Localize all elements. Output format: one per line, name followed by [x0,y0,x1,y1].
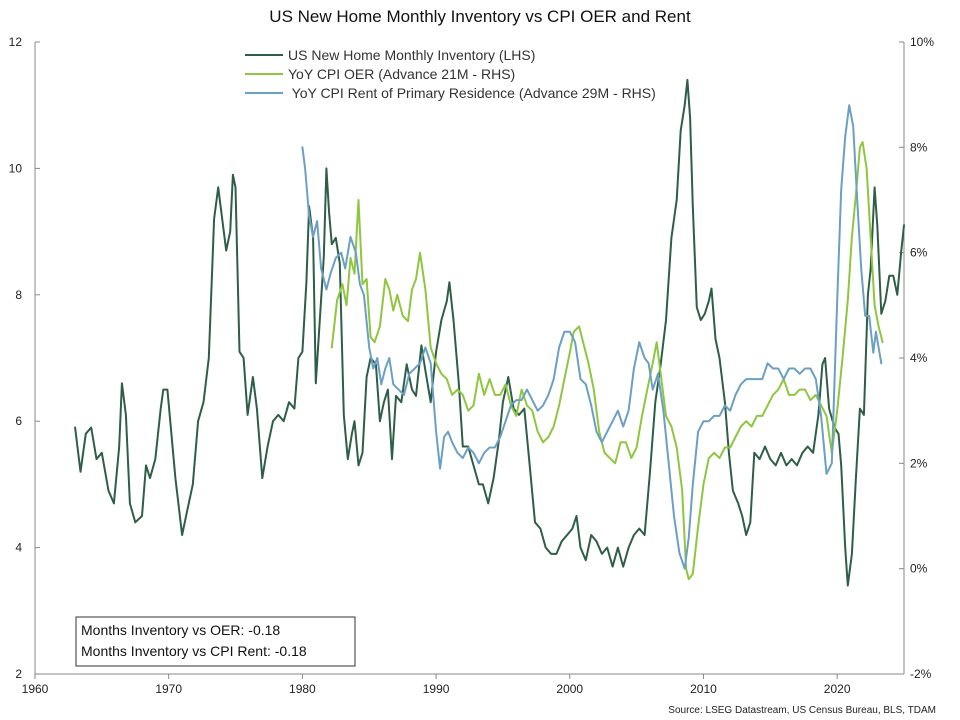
x-tick-label: 2000 [556,682,583,696]
rent-series-line [301,104,883,570]
correlation-box-border [75,616,356,667]
plot-axes [34,42,905,675]
chart-title: US New Home Monthly Inventory vs CPI OER… [269,7,691,26]
right-axis-ticks: -2% 0% 2% 4% 6% 8% 10% [899,35,934,681]
left-tick-label: 2 [15,667,22,681]
x-tick-label: 2010 [690,682,717,696]
x-tick-label: 2020 [824,682,851,696]
right-tick-label: 4% [910,351,928,365]
right-tick-label: 0% [910,562,928,576]
right-tick-label: 6% [910,246,928,260]
legend-label-oer: YoY CPI OER (Advance 21M - RHS) [288,66,515,82]
correlation-box: Months Inventory vs OER: -0.18 Months In… [75,616,356,667]
legend: US New Home Monthly Inventory (LHS) YoY … [245,47,656,101]
x-axis-ticks: 1960 1970 1980 1990 2000 2010 2020 [22,674,851,696]
left-axis-ticks: 2 4 6 8 10 12 [9,35,40,681]
legend-label-inventory: US New Home Monthly Inventory (LHS) [288,47,535,63]
legend-label-rent: YoY CPI Rent of Primary Residence (Advan… [288,85,656,101]
series-lines [74,78,905,587]
right-tick-label: 2% [910,456,928,470]
x-tick-label: 1990 [423,682,450,696]
left-tick-label: 12 [9,35,23,49]
left-tick-label: 4 [15,541,22,555]
right-tick-label: 8% [910,140,928,154]
left-tick-label: 6 [15,414,22,428]
left-tick-label: 10 [9,161,23,175]
correlation-rent-text: Months Inventory vs CPI Rent: -0.18 [81,643,307,659]
inventory-series-line [74,78,905,587]
x-tick-label: 1970 [155,682,182,696]
oer-series-line [330,141,884,581]
source-note: Source: LSEG Datastream, US Census Burea… [668,705,936,716]
right-tick-label: -2% [910,667,932,681]
left-tick-label: 8 [15,288,22,302]
x-tick-label: 1980 [289,682,316,696]
right-tick-label: 10% [910,35,934,49]
correlation-oer-text: Months Inventory vs OER: -0.18 [81,622,280,638]
x-tick-label: 1960 [22,682,49,696]
